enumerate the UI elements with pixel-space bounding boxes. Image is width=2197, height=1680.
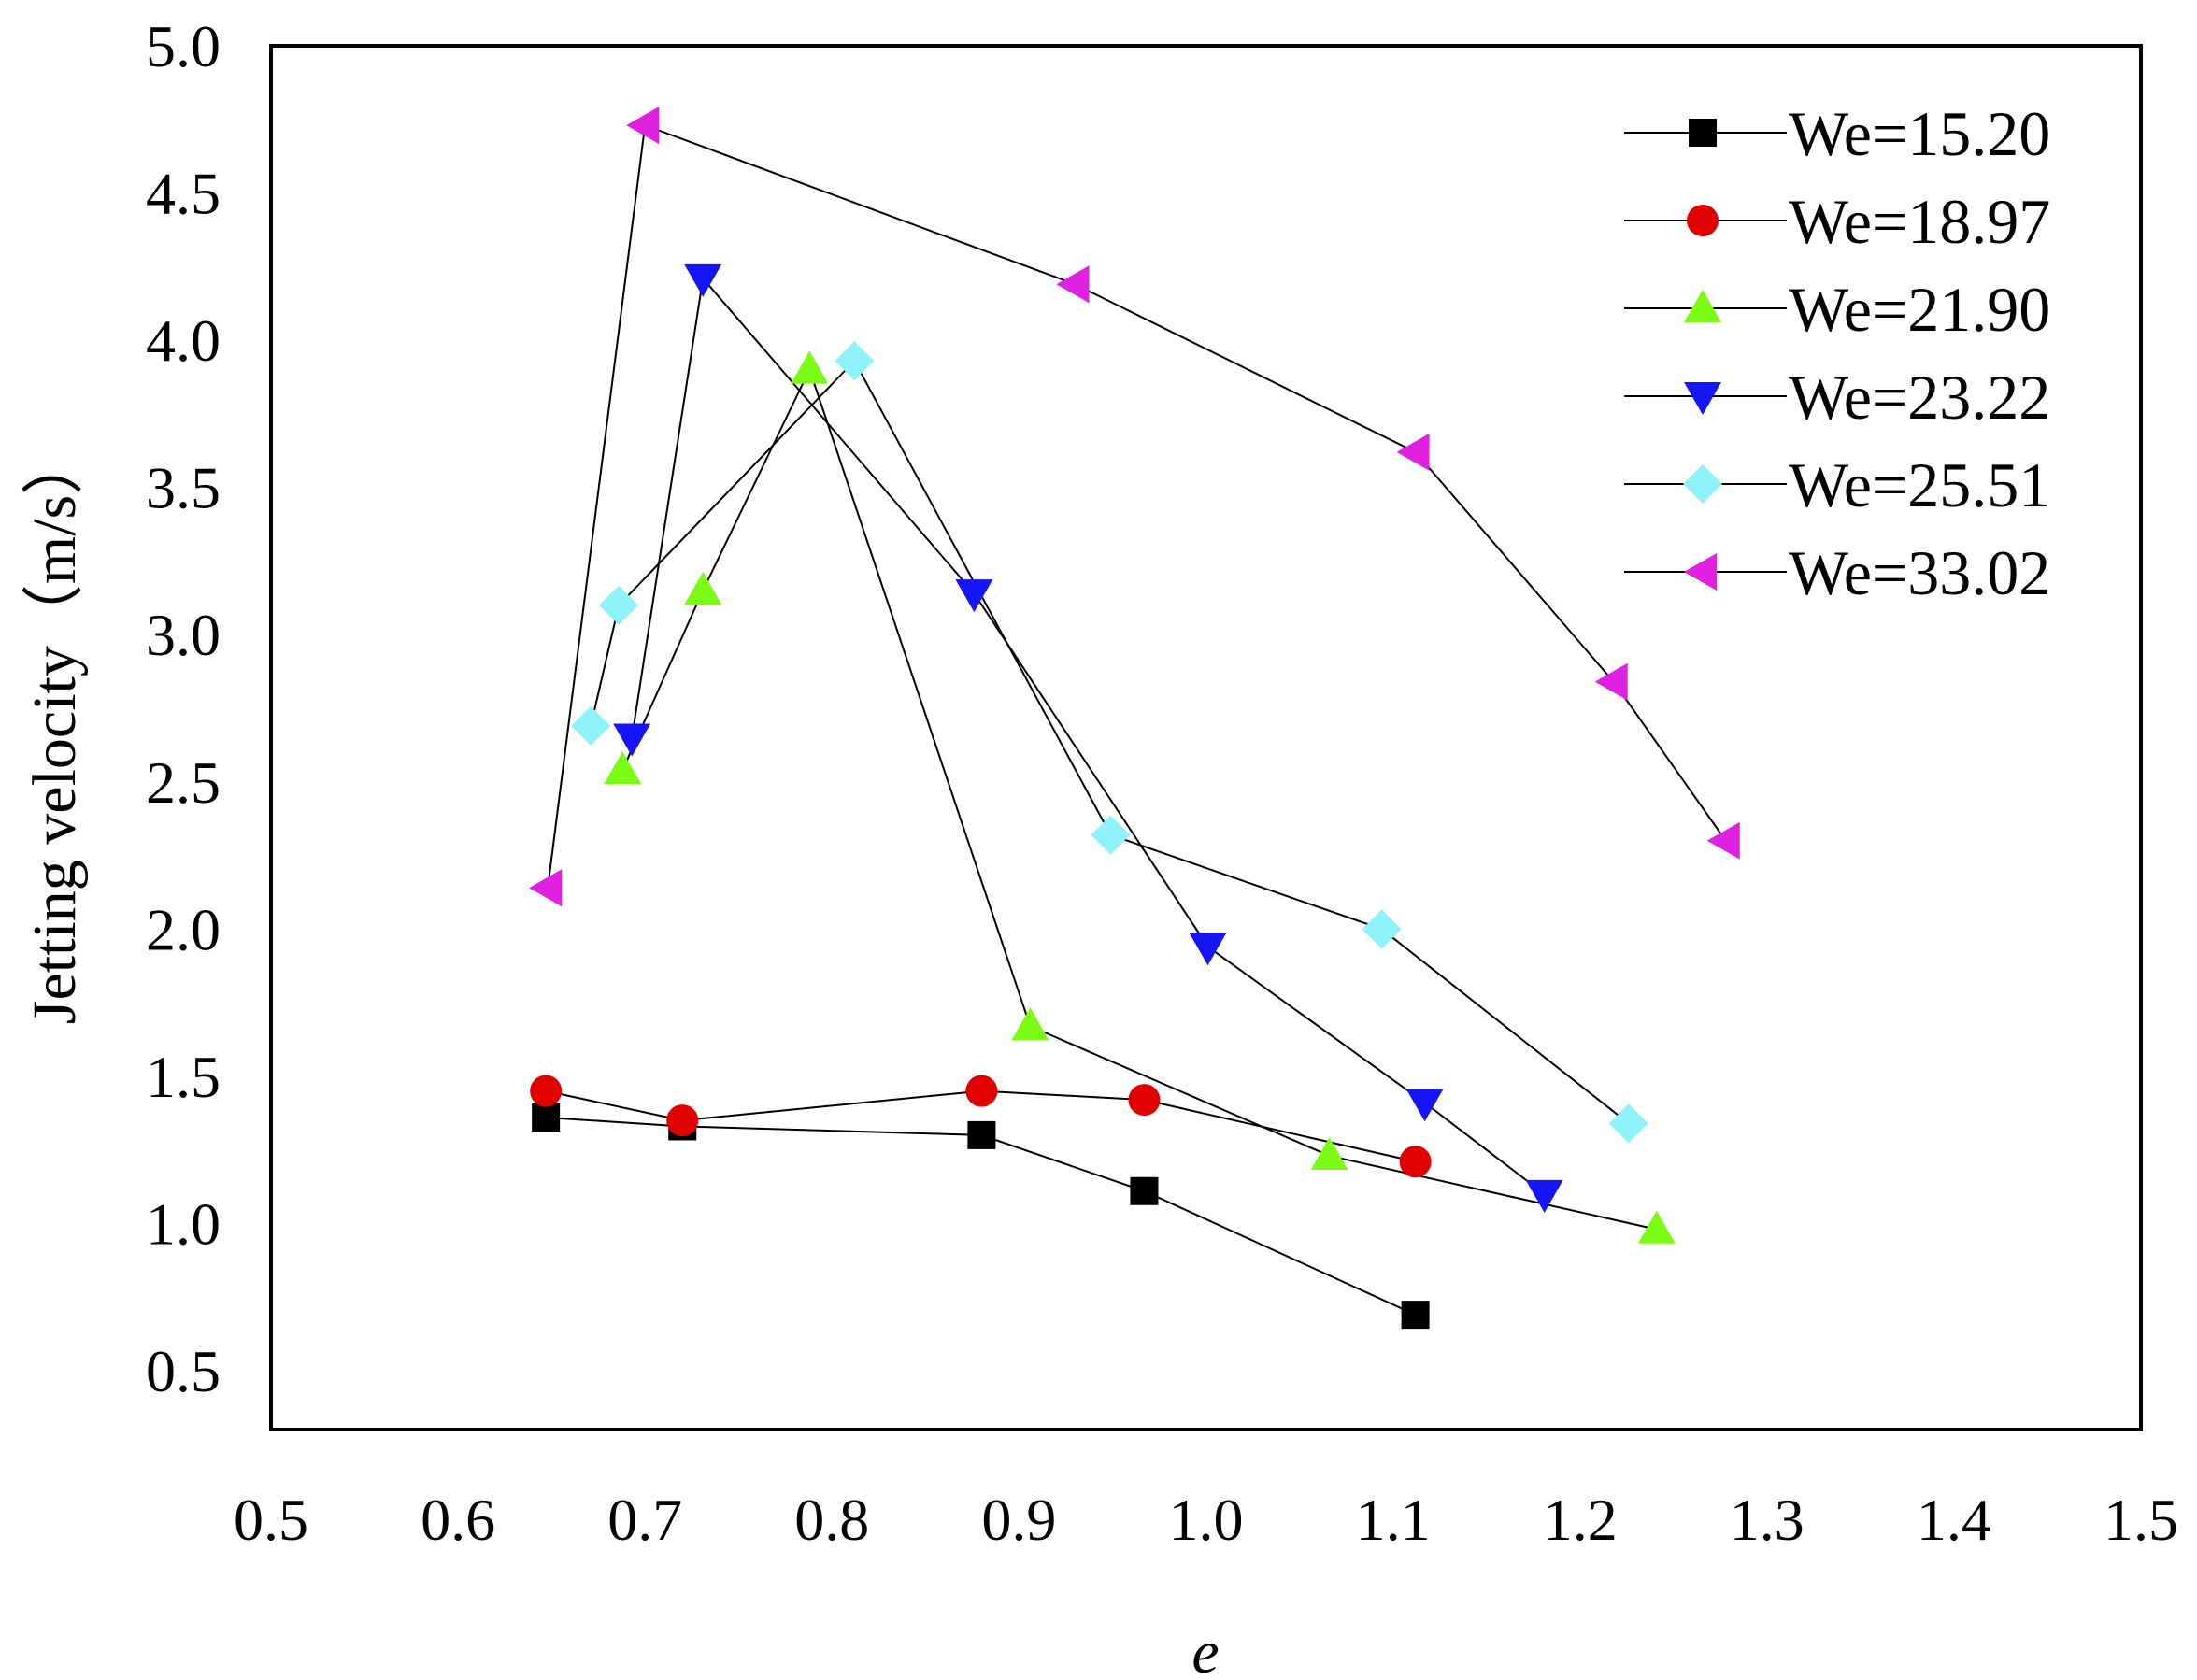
data-point — [1405, 1089, 1444, 1122]
series-markers — [529, 107, 1740, 1330]
data-point — [613, 723, 651, 757]
data-point — [1362, 909, 1402, 949]
data-point — [684, 263, 722, 297]
legend: We=15.20 We=18.97 We=21.90 We=23.22 We=25.51… — [1624, 98, 2050, 608]
data-point — [1056, 265, 1090, 304]
data-point — [1401, 1301, 1430, 1330]
data-point — [530, 1075, 563, 1107]
legend-marker — [1687, 205, 1719, 236]
series-line-4 — [631, 276, 1546, 1195]
legend-label: We=23.22 — [1789, 362, 2050, 433]
data-point — [666, 1104, 699, 1137]
data-point — [965, 1075, 998, 1107]
x-tick-label: 1.4 — [1917, 1487, 1991, 1553]
x-tick-label: 0.7 — [607, 1487, 682, 1553]
data-point — [604, 751, 642, 785]
data-point — [599, 585, 639, 625]
y-tick-label: 1.0 — [146, 1190, 221, 1257]
data-point — [571, 705, 611, 746]
data-point — [532, 1103, 561, 1132]
y-tick-label: 3.0 — [146, 602, 221, 668]
x-tick-labels: 0.5 0.6 0.7 0.8 0.9 1.0 1.1 1.2 1.3 1.4 1.5 — [234, 1487, 2178, 1553]
data-point — [1011, 1007, 1049, 1041]
plot-frame — [269, 44, 2143, 1431]
legend-label: We=25.51 — [1789, 449, 2050, 520]
data-point — [1706, 821, 1740, 860]
series-line-3 — [621, 366, 1657, 1231]
data-point — [529, 869, 563, 907]
data-point — [1525, 1179, 1563, 1213]
y-tick-label: 4.5 — [146, 161, 221, 227]
x-tick-label: 1.5 — [2104, 1487, 2178, 1553]
data-point — [1637, 1210, 1676, 1244]
x-tick-label: 0.9 — [981, 1487, 1056, 1553]
y-tick-label: 5.0 — [146, 13, 221, 79]
data-point — [1608, 1103, 1648, 1144]
data-point — [835, 341, 875, 381]
y-tick-label: 4.0 — [146, 307, 221, 374]
data-point — [791, 350, 829, 384]
data-point — [1310, 1136, 1348, 1170]
data-point — [955, 579, 993, 613]
legend-label: We=21.90 — [1789, 274, 2050, 345]
legend-label: We=18.97 — [1789, 186, 2050, 257]
x-tick-label: 0.6 — [421, 1487, 495, 1553]
data-point — [1130, 1176, 1159, 1205]
x-tick-label: 1.2 — [1543, 1487, 1618, 1553]
y-tick-label: 0.5 — [146, 1338, 221, 1404]
data-point — [1189, 933, 1227, 966]
data-point — [1399, 1146, 1432, 1178]
data-point — [1396, 433, 1430, 471]
legend-marker — [1689, 119, 1717, 147]
data-point — [967, 1120, 996, 1149]
legend-label: We=15.20 — [1789, 98, 2050, 169]
legend-marker — [1684, 290, 1721, 322]
legend-marker — [1684, 553, 1717, 591]
data-point — [1128, 1084, 1161, 1117]
legend-marker — [1683, 464, 1722, 504]
x-tick-label: 1.0 — [1169, 1487, 1244, 1553]
y-tick-label: 2.5 — [146, 749, 221, 816]
series-line-5 — [590, 359, 1630, 1125]
series-lines — [545, 123, 1727, 1317]
x-tick-label: 0.8 — [794, 1487, 869, 1553]
y-tick-label: 3.5 — [146, 455, 221, 521]
x-axis-label: e — [1191, 1618, 1219, 1680]
data-point — [1594, 662, 1628, 701]
x-tick-label: 1.3 — [1730, 1487, 1805, 1553]
data-point — [684, 571, 722, 605]
y-tick-labels: 0.5 1.0 1.5 2.0 2.5 3.0 3.5 4.0 4.5 5.0 — [146, 13, 221, 1404]
legend-marker — [1684, 382, 1721, 415]
x-tick-label: 1.1 — [1356, 1487, 1431, 1553]
y-tick-label: 1.5 — [146, 1044, 221, 1110]
series-line-6 — [547, 123, 1727, 889]
y-tick-label: 2.0 — [146, 896, 221, 962]
x-tick-label: 0.5 — [234, 1487, 308, 1553]
legend-label: We=33.02 — [1789, 537, 2050, 608]
data-point — [1091, 815, 1131, 855]
y-axis-label: Jetting velocity（m/s） — [21, 434, 89, 1024]
data-point — [626, 107, 660, 145]
